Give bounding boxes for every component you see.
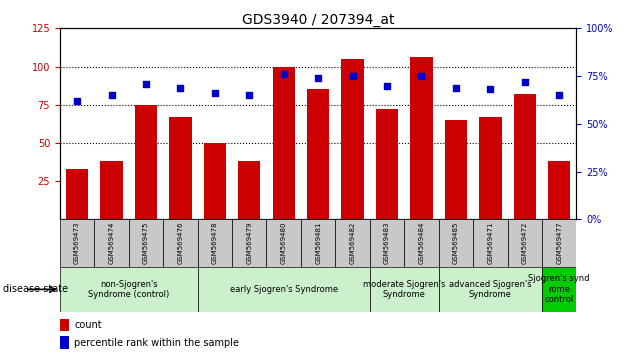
Point: [244, 92, 255, 98]
Text: GSM569478: GSM569478: [212, 222, 218, 264]
Text: GSM569475: GSM569475: [143, 222, 149, 264]
Bar: [370, 219, 404, 267]
Point: [175, 85, 185, 90]
Bar: [198, 267, 370, 312]
Point: [72, 98, 82, 104]
Bar: [307, 90, 329, 219]
Bar: [479, 117, 501, 219]
Text: percentile rank within the sample: percentile rank within the sample: [74, 338, 239, 348]
Text: GSM569477: GSM569477: [556, 222, 562, 264]
Bar: [129, 219, 163, 267]
Text: GSM569485: GSM569485: [453, 222, 459, 264]
Text: GSM569480: GSM569480: [281, 222, 287, 264]
Text: non-Sjogren's
Syndrome (control): non-Sjogren's Syndrome (control): [88, 280, 169, 299]
Bar: [445, 120, 467, 219]
Title: GDS3940 / 207394_at: GDS3940 / 207394_at: [242, 13, 394, 27]
Text: GSM569476: GSM569476: [178, 222, 183, 264]
Text: GSM569472: GSM569472: [522, 222, 528, 264]
Bar: [163, 219, 198, 267]
Bar: [410, 57, 433, 219]
Bar: [94, 219, 129, 267]
Bar: [273, 67, 295, 219]
Bar: [438, 219, 473, 267]
Bar: [198, 219, 232, 267]
Bar: [335, 219, 370, 267]
Bar: [60, 219, 94, 267]
Point: [485, 87, 495, 92]
Point: [451, 85, 461, 90]
Text: GSM569474: GSM569474: [108, 222, 115, 264]
Text: GSM569479: GSM569479: [246, 222, 252, 264]
Text: GSM569481: GSM569481: [315, 222, 321, 264]
Bar: [169, 117, 192, 219]
Bar: [376, 109, 398, 219]
Text: GSM569482: GSM569482: [350, 222, 355, 264]
Point: [210, 91, 220, 96]
Point: [520, 79, 530, 85]
Bar: [66, 169, 88, 219]
Point: [348, 73, 358, 79]
Bar: [341, 59, 364, 219]
Text: moderate Sjogren's
Syndrome: moderate Sjogren's Syndrome: [363, 280, 445, 299]
Bar: [513, 94, 536, 219]
Point: [278, 72, 289, 77]
Text: GSM569484: GSM569484: [418, 222, 425, 264]
Bar: [100, 161, 123, 219]
Text: disease state: disease state: [3, 284, 68, 295]
Text: GSM569471: GSM569471: [488, 222, 493, 264]
Bar: [266, 219, 301, 267]
Bar: [60, 319, 69, 331]
Text: GSM569473: GSM569473: [74, 222, 80, 264]
Bar: [60, 267, 198, 312]
Point: [313, 75, 323, 81]
Bar: [238, 161, 260, 219]
Point: [382, 83, 392, 88]
Text: early Sjogren's Syndrome: early Sjogren's Syndrome: [230, 285, 338, 294]
Bar: [203, 143, 226, 219]
Text: advanced Sjogren's
Syndrome: advanced Sjogren's Syndrome: [449, 280, 532, 299]
Bar: [542, 219, 576, 267]
Bar: [548, 161, 570, 219]
Bar: [473, 219, 508, 267]
Point: [106, 92, 117, 98]
Bar: [542, 267, 576, 312]
Bar: [404, 219, 438, 267]
Bar: [508, 219, 542, 267]
Text: GSM569483: GSM569483: [384, 222, 390, 264]
Bar: [301, 219, 335, 267]
Point: [416, 73, 427, 79]
Bar: [232, 219, 266, 267]
Text: Sjogren's synd
rome
control: Sjogren's synd rome control: [529, 274, 590, 304]
Point: [554, 92, 564, 98]
Bar: [135, 105, 157, 219]
Point: [141, 81, 151, 87]
Text: count: count: [74, 320, 102, 330]
Bar: [438, 267, 542, 312]
Bar: [370, 267, 438, 312]
Bar: [60, 336, 69, 349]
